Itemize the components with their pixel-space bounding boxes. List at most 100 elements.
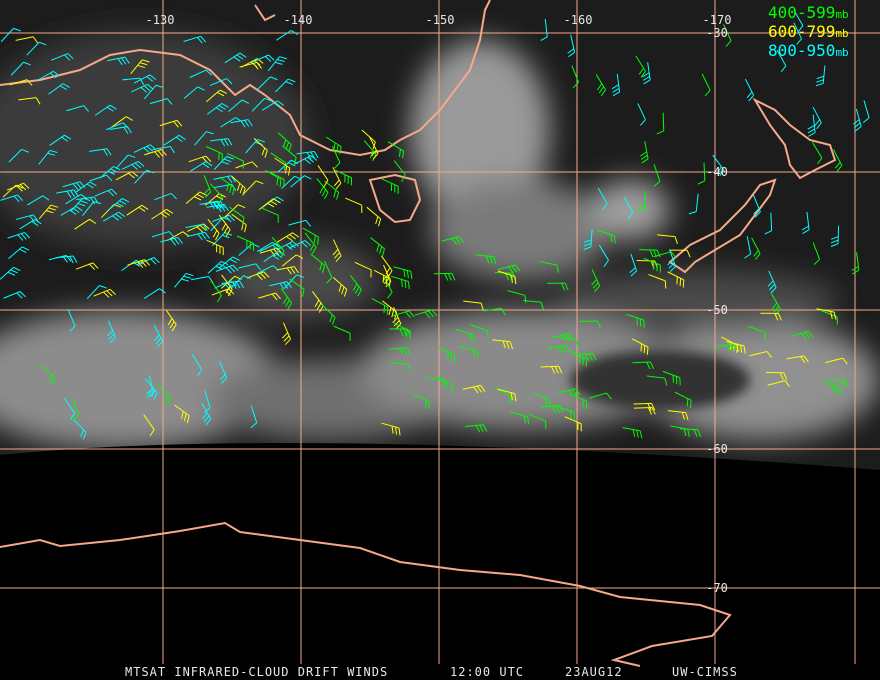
- barb-feather: [166, 208, 174, 214]
- barb-feather: [150, 258, 157, 265]
- barb-feather: [115, 213, 123, 219]
- barb-feather: [225, 229, 231, 237]
- wind-barb: [598, 244, 609, 267]
- barb-feather: [583, 239, 592, 243]
- barb-feather: [19, 248, 27, 254]
- wind-barb: [259, 247, 283, 257]
- wind-barb: [381, 255, 393, 278]
- barb-shaft: [657, 234, 676, 238]
- barb-feather: [283, 162, 287, 171]
- barb-feather: [451, 273, 456, 281]
- barb-feather: [146, 169, 154, 174]
- barb-shaft: [257, 241, 274, 252]
- barb-feather: [229, 185, 232, 193]
- barb-feather: [409, 331, 411, 340]
- barb-feather: [441, 379, 445, 387]
- barb-feather: [555, 405, 560, 413]
- wind-barb: [816, 308, 837, 320]
- barb-shaft: [647, 62, 651, 81]
- barb-shaft: [191, 354, 203, 370]
- barb-shaft: [633, 402, 652, 405]
- barb-feather: [157, 340, 163, 348]
- wind-barb: [8, 246, 30, 259]
- barb-feather: [372, 141, 376, 150]
- wind-barb: [345, 197, 363, 213]
- barb-feather: [511, 275, 513, 284]
- barb-feather: [842, 357, 848, 365]
- barb-feather: [594, 285, 601, 292]
- barb-feather: [236, 54, 244, 60]
- barb-feather: [632, 429, 636, 438]
- barb-feather: [642, 75, 650, 81]
- barb-shaft: [165, 309, 177, 325]
- barb-shaft: [15, 214, 34, 221]
- graticule: [0, 0, 880, 664]
- barb-shaft: [111, 116, 127, 128]
- barb-feather: [72, 183, 79, 190]
- barb-shaft: [833, 149, 843, 166]
- barb-shaft: [265, 169, 282, 180]
- barb-shaft: [49, 134, 65, 146]
- wind-barb: [648, 274, 667, 289]
- barb-feather: [507, 266, 514, 274]
- barb-shaft: [382, 276, 393, 293]
- barb-feather: [854, 126, 862, 132]
- barb-feather: [283, 335, 290, 342]
- wind-barb: [653, 164, 661, 187]
- wind-barb: [56, 189, 79, 198]
- wind-barb: [391, 275, 410, 290]
- barb-feather: [80, 200, 88, 204]
- barb-shaft: [302, 227, 319, 238]
- barb-feather: [355, 286, 360, 294]
- barb-feather: [307, 156, 314, 163]
- barb-feather: [273, 248, 280, 256]
- barb-shaft: [312, 291, 324, 307]
- barb-shaft: [154, 192, 172, 201]
- barb-feather: [667, 259, 674, 266]
- barb-feather: [137, 261, 144, 268]
- barb-shaft: [812, 142, 823, 159]
- barb-feather: [171, 324, 177, 332]
- wind-barb: [63, 397, 76, 420]
- barb-feather: [583, 246, 591, 250]
- wind-barb: [9, 79, 33, 86]
- barb-feather: [372, 153, 379, 160]
- wind-barb: [72, 398, 79, 421]
- barb-feather: [524, 295, 527, 303]
- barb-shaft: [768, 270, 777, 288]
- barb-shaft: [258, 292, 276, 299]
- barb-feather: [122, 122, 129, 129]
- barb-feather: [815, 82, 824, 87]
- wind-barb: [288, 219, 312, 227]
- barb-feather: [335, 182, 342, 190]
- wind-barb: [102, 211, 126, 222]
- wind-barb: [635, 55, 646, 78]
- barb-feather: [221, 103, 229, 108]
- barb-shaft: [107, 56, 126, 62]
- barb-feather: [333, 189, 337, 198]
- barb-feather: [754, 211, 761, 218]
- barb-feather: [385, 267, 391, 275]
- barb-shaft: [591, 269, 601, 287]
- barb-feather: [294, 175, 302, 180]
- wind-barb: [280, 288, 293, 310]
- wind-barb: [250, 405, 258, 429]
- barb-shaft: [63, 397, 76, 414]
- barb-shaft: [354, 261, 372, 271]
- barb-shaft: [250, 405, 258, 423]
- legend-range: 400-599: [768, 3, 835, 22]
- barb-shaft: [185, 223, 204, 229]
- barb-shaft: [631, 338, 649, 348]
- wind-barb: [183, 35, 207, 44]
- wind-barb: [115, 154, 136, 169]
- barb-shaft: [632, 361, 651, 364]
- barb-feather: [270, 76, 278, 81]
- barb-feather: [653, 180, 661, 187]
- barb-feather: [640, 151, 648, 157]
- barb-feather: [181, 278, 189, 282]
- barb-feather: [21, 246, 30, 251]
- longitude-label: -170: [703, 13, 732, 27]
- barb-shaft: [251, 54, 269, 63]
- barb-shaft: [269, 281, 287, 287]
- barb-shaft: [205, 89, 221, 103]
